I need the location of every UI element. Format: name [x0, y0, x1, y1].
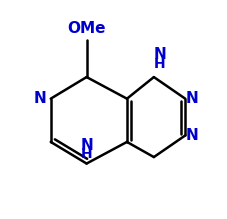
Text: N: N	[80, 138, 93, 153]
Text: N: N	[154, 47, 167, 62]
Text: N: N	[34, 91, 46, 106]
Text: OMe: OMe	[67, 21, 106, 36]
Text: H: H	[154, 57, 165, 71]
Text: N: N	[185, 91, 198, 106]
Text: H: H	[81, 147, 92, 161]
Text: N: N	[185, 128, 198, 143]
